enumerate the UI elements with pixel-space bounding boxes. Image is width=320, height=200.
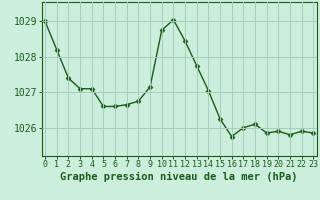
X-axis label: Graphe pression niveau de la mer (hPa): Graphe pression niveau de la mer (hPa)	[60, 172, 298, 182]
